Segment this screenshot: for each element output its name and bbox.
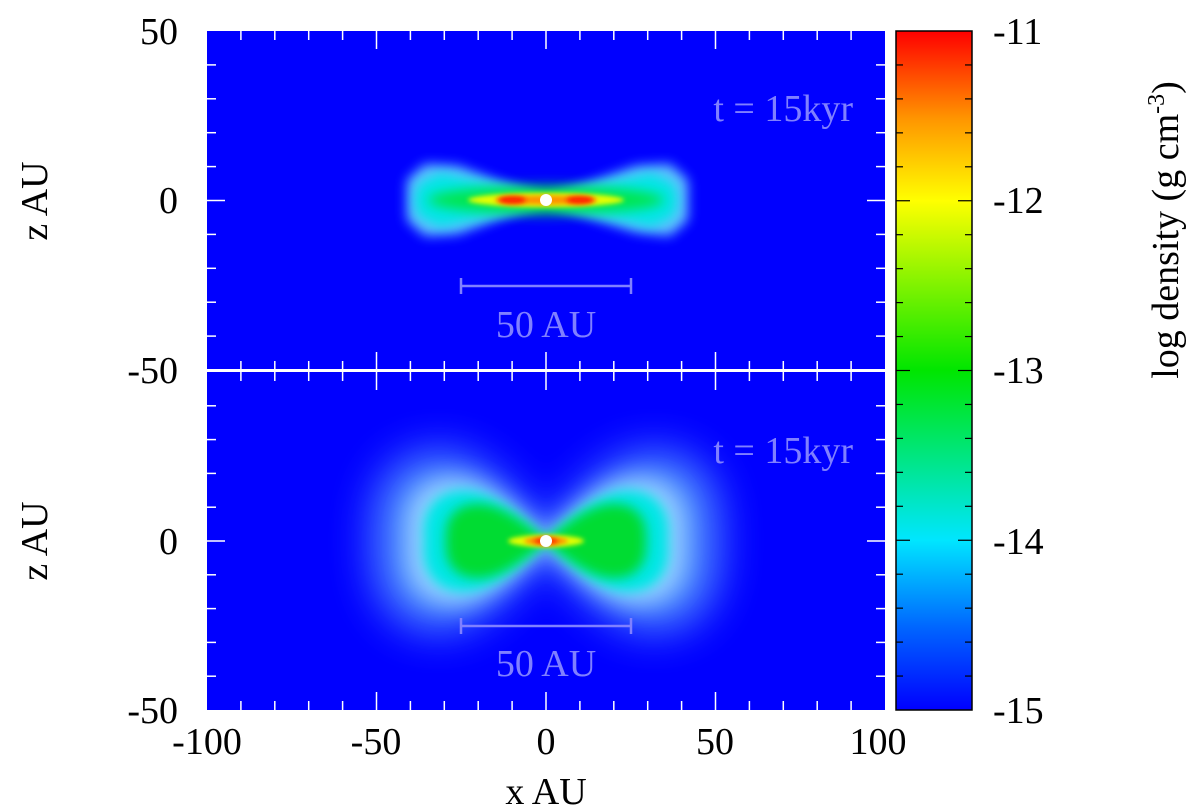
panel-bottom-density-structure: [373, 452, 719, 630]
colorbar-title-main: log density (g cm: [1145, 114, 1187, 379]
y-axis-title-top: z AU: [14, 161, 56, 240]
bottom-scalebar-label: 50 AU: [496, 643, 596, 685]
x-tick-label-100: 100: [850, 721, 907, 763]
colorbar-tick-label-neg12: -12: [993, 180, 1044, 222]
x-tick-label-50: 50: [696, 721, 734, 763]
bottom-time-annotation: t = 15kyr: [713, 430, 853, 472]
bottom-central-sink: [540, 535, 552, 547]
x-axis-title: x AU: [505, 771, 586, 811]
colorbar-title: log density (g cm-3): [1144, 81, 1187, 379]
colorbar: -11 -12 -13 -14 -15 log density (g cm-3): [895, 11, 1187, 732]
y-tick-label-bottom-0: 0: [159, 521, 178, 563]
panel-top-density-structure: [407, 164, 688, 236]
colorbar-tick-label-neg13: -13: [993, 350, 1044, 392]
top-central-sink: [540, 194, 552, 206]
panel-top: 50 AU t = 15kyr: [207, 31, 885, 370]
y-tick-label-top-0: 0: [159, 180, 178, 222]
panel-bottom: 50 AU t = 15kyr: [207, 372, 885, 710]
top-disc-peak-right: [566, 196, 594, 204]
colorbar-tick-label-neg14: -14: [993, 521, 1044, 563]
top-tick-marks: [207, 31, 885, 370]
x-tick-label-0: 0: [537, 721, 556, 763]
colorbar-tick-marks: [896, 64, 972, 677]
colorbar-title-superscript: -3: [1144, 94, 1170, 114]
bottom-scalebar: [459, 618, 633, 634]
colorbar-title-close: ): [1145, 81, 1187, 94]
y-axis-title-bottom: z AU: [14, 501, 56, 580]
x-tick-label-neg50: -50: [351, 721, 402, 763]
panel-separator: [207, 369, 885, 372]
top-time-annotation: t = 15kyr: [713, 88, 853, 130]
colorbar-tick-label-neg11: -11: [993, 11, 1042, 53]
y-tick-label-top-50: 50: [140, 11, 178, 53]
bottom-tick-marks: [207, 372, 885, 710]
colorbar-tick-label-neg15: -15: [993, 690, 1044, 732]
top-scalebar: [459, 278, 633, 294]
y-tick-label-top-neg50: -50: [127, 350, 178, 392]
y-tick-label-bottom-neg50: -50: [127, 690, 178, 732]
x-tick-label-neg100: -100: [172, 721, 242, 763]
top-disc-peak-left: [498, 196, 526, 204]
top-scalebar-label: 50 AU: [496, 304, 596, 346]
